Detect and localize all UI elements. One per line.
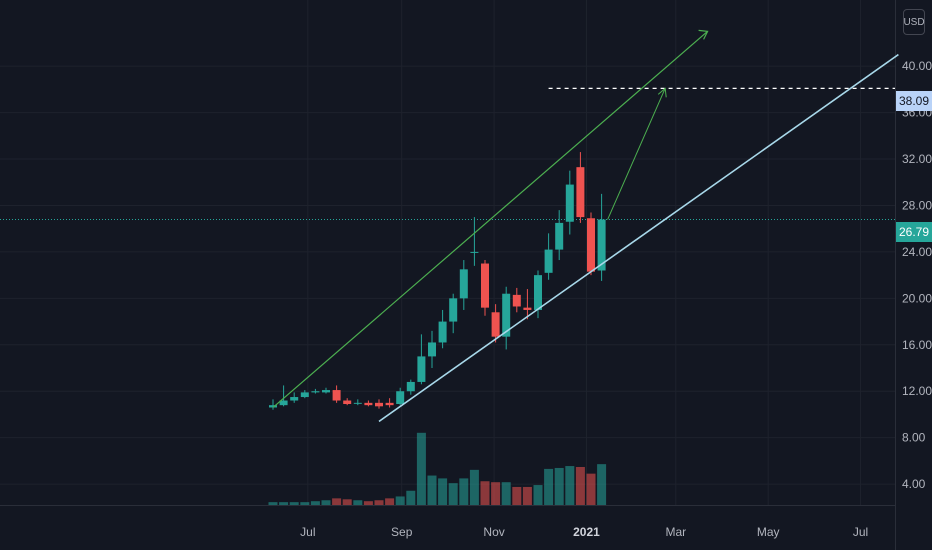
volume-bar	[565, 466, 575, 505]
y-tick-label: 28.00	[902, 198, 932, 212]
candle-body	[364, 402, 373, 406]
candle-body	[491, 312, 500, 337]
volume-bar	[342, 499, 352, 505]
candle-body	[438, 321, 447, 343]
candle-body	[417, 356, 426, 382]
x-tick-label: May	[757, 525, 780, 539]
candle-body	[481, 263, 489, 308]
x-tick-label: Mar	[665, 525, 686, 539]
volume-bar	[575, 467, 585, 505]
volume-bar	[597, 464, 607, 505]
volume-bar	[406, 490, 416, 505]
volume-bar	[353, 500, 363, 505]
y-tick-label: 16.00	[902, 338, 932, 352]
x-tick-label: Jul	[853, 525, 868, 539]
candle-body	[555, 222, 564, 250]
y-tick-label: 24.00	[902, 245, 932, 259]
volume-bar	[522, 486, 532, 505]
candle-body	[385, 402, 394, 406]
projection-arrowhead	[657, 87, 667, 98]
volume-bar	[395, 496, 405, 505]
volume-bar	[469, 469, 479, 505]
volume-bar	[448, 483, 458, 505]
y-tick-label: 8.00	[902, 431, 926, 445]
candle-body	[279, 400, 288, 406]
candle-body	[523, 307, 532, 310]
candle-body	[428, 342, 436, 357]
x-tick-label: Sep	[391, 525, 413, 539]
upper-trendline	[272, 30, 708, 408]
candle-body	[534, 275, 542, 310]
candle-body	[459, 269, 468, 299]
candle-body	[343, 400, 352, 404]
volume-bar	[268, 502, 278, 505]
volume-bar	[279, 502, 289, 505]
candle-body	[322, 390, 330, 393]
target-price-label: 38.09	[896, 91, 932, 111]
candle-body	[300, 392, 309, 398]
candle-body	[332, 390, 341, 401]
candle-body	[375, 402, 383, 407]
candle-body	[396, 391, 405, 404]
volume-bar	[332, 498, 342, 505]
volume-bar	[491, 482, 501, 505]
volume-bar	[321, 500, 331, 505]
candle-body	[406, 381, 415, 392]
volume-bar	[310, 501, 320, 505]
last-price-label: 26.79	[896, 222, 932, 242]
x-tick-label: Nov	[483, 525, 504, 539]
volume-bar	[544, 468, 554, 505]
candle-body	[269, 405, 277, 408]
y-tick-label: 32.00	[902, 152, 932, 166]
volume-bar	[289, 502, 299, 505]
candle-body	[311, 391, 320, 393]
x-tick-label: 2021	[573, 525, 600, 539]
y-tick-label: 4.00	[902, 477, 926, 491]
volume-bar	[480, 481, 490, 505]
volume-bar	[416, 432, 426, 505]
currency-selector[interactable]: USD	[903, 9, 925, 35]
candle-body	[576, 167, 585, 218]
volume-bar	[512, 486, 522, 505]
volume-bar	[363, 501, 373, 505]
candle-body	[544, 249, 553, 273]
volume-bar	[586, 473, 596, 505]
volume-bar	[501, 482, 511, 505]
candle-body	[587, 218, 595, 272]
candle-body	[290, 397, 299, 401]
candle-body	[449, 298, 458, 322]
x-tick-label: Jul	[300, 525, 315, 539]
y-tick-label: 40.00	[902, 59, 932, 73]
candle-body	[597, 219, 606, 271]
volume-bar	[459, 478, 469, 505]
upper-trendline-arrowhead	[698, 29, 709, 40]
volume-bar	[300, 502, 310, 505]
volume-bar	[533, 485, 543, 505]
candle-body	[353, 402, 362, 404]
y-tick-label: 12.00	[902, 384, 932, 398]
support-trendline	[378, 53, 899, 423]
candle-body	[502, 293, 511, 337]
volume-bar	[554, 467, 564, 505]
candle-body	[512, 294, 521, 307]
volume-bar	[385, 498, 395, 505]
volume-bar	[374, 500, 384, 505]
volume-bar	[427, 475, 437, 505]
y-tick-label: 20.00	[902, 291, 932, 305]
volume-bar	[438, 478, 448, 505]
candle-body	[470, 251, 479, 253]
projection-arrow	[607, 88, 666, 220]
candle-body	[565, 184, 574, 222]
